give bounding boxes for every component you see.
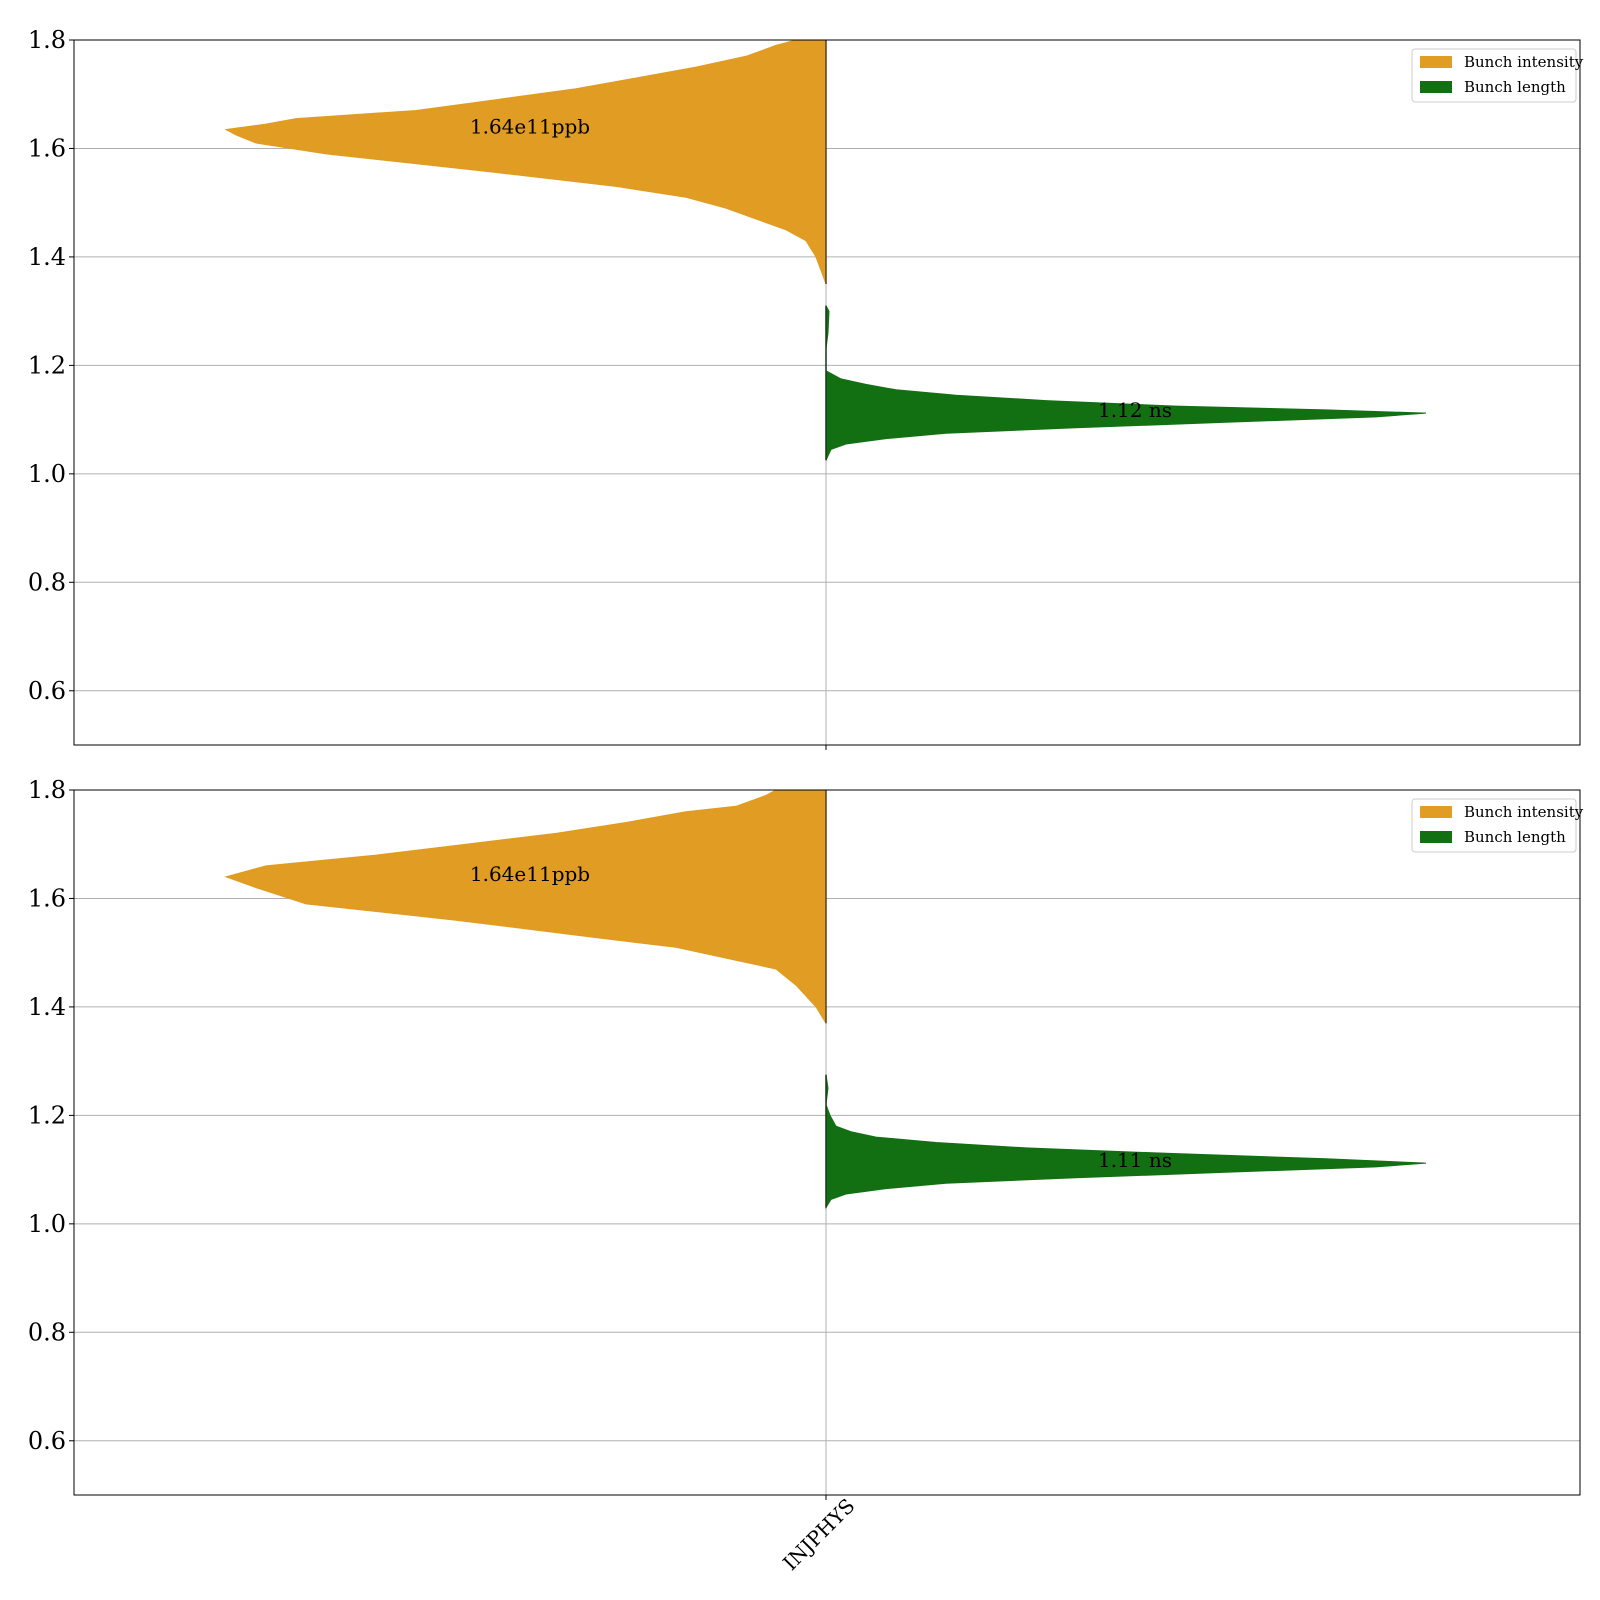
y-tick-label: 1.2 bbox=[28, 1101, 66, 1129]
y-tick-label: 0.8 bbox=[28, 568, 66, 596]
y-tick-label: 1.8 bbox=[28, 26, 66, 54]
y-tick-label: 1.2 bbox=[28, 351, 66, 379]
legend-label: Bunch intensity bbox=[1464, 53, 1584, 71]
y-tick-label: 0.6 bbox=[28, 677, 66, 705]
legend: Bunch intensity Bunch length bbox=[1411, 48, 1584, 103]
y-tick-label: 1.6 bbox=[28, 884, 66, 912]
legend: Bunch intensity Bunch length bbox=[1411, 798, 1584, 853]
axes-frame bbox=[73, 789, 1581, 1496]
y-tick-label: 1.4 bbox=[28, 993, 66, 1021]
axes-frame bbox=[73, 39, 1581, 746]
violin-length bbox=[825, 305, 1427, 461]
y-tick-label: 0.8 bbox=[28, 1318, 66, 1346]
legend-label: Bunch length bbox=[1464, 78, 1566, 96]
y-tick-label: 0.6 bbox=[28, 1427, 66, 1455]
peak-annotation: 1.11 ns bbox=[1098, 1148, 1172, 1172]
violin-intensity bbox=[224, 790, 827, 1025]
y-tick-label: 1.4 bbox=[28, 243, 66, 271]
peak-annotation: 1.64e11ppb bbox=[470, 862, 590, 886]
peak-annotation: 1.12 ns bbox=[1098, 398, 1172, 422]
y-tick-label: 1.0 bbox=[28, 460, 66, 488]
legend-frame bbox=[1411, 798, 1577, 853]
violin-length bbox=[825, 1074, 1427, 1210]
legend-label: Bunch intensity bbox=[1464, 803, 1584, 821]
legend-swatch-length bbox=[1420, 831, 1452, 843]
subplot-1: 0.6 0.8 1.0 1.2 1.4 1.6 1.8 1.64e11ppb 1.12 ns Bu… bbox=[28, 26, 1584, 750]
x-tick-label: INJPHYS bbox=[778, 1494, 859, 1575]
legend-frame bbox=[1411, 48, 1577, 103]
legend-label: Bunch length bbox=[1464, 828, 1566, 846]
legend-swatch-intensity bbox=[1420, 806, 1452, 818]
y-tick-label: 1.0 bbox=[28, 1210, 66, 1238]
legend-swatch-intensity bbox=[1420, 56, 1452, 68]
violin-intensity bbox=[224, 40, 827, 285]
peak-annotation: 1.64e11ppb bbox=[470, 114, 590, 138]
legend-swatch-length bbox=[1420, 81, 1452, 93]
subplot-2: 0.6 0.8 1.0 1.2 1.4 1.6 1.8 1.64e11ppb 1.11 ns Bu… bbox=[28, 776, 1584, 1575]
y-tick-label: 1.6 bbox=[28, 134, 66, 162]
y-tick-label: 1.8 bbox=[28, 776, 66, 804]
